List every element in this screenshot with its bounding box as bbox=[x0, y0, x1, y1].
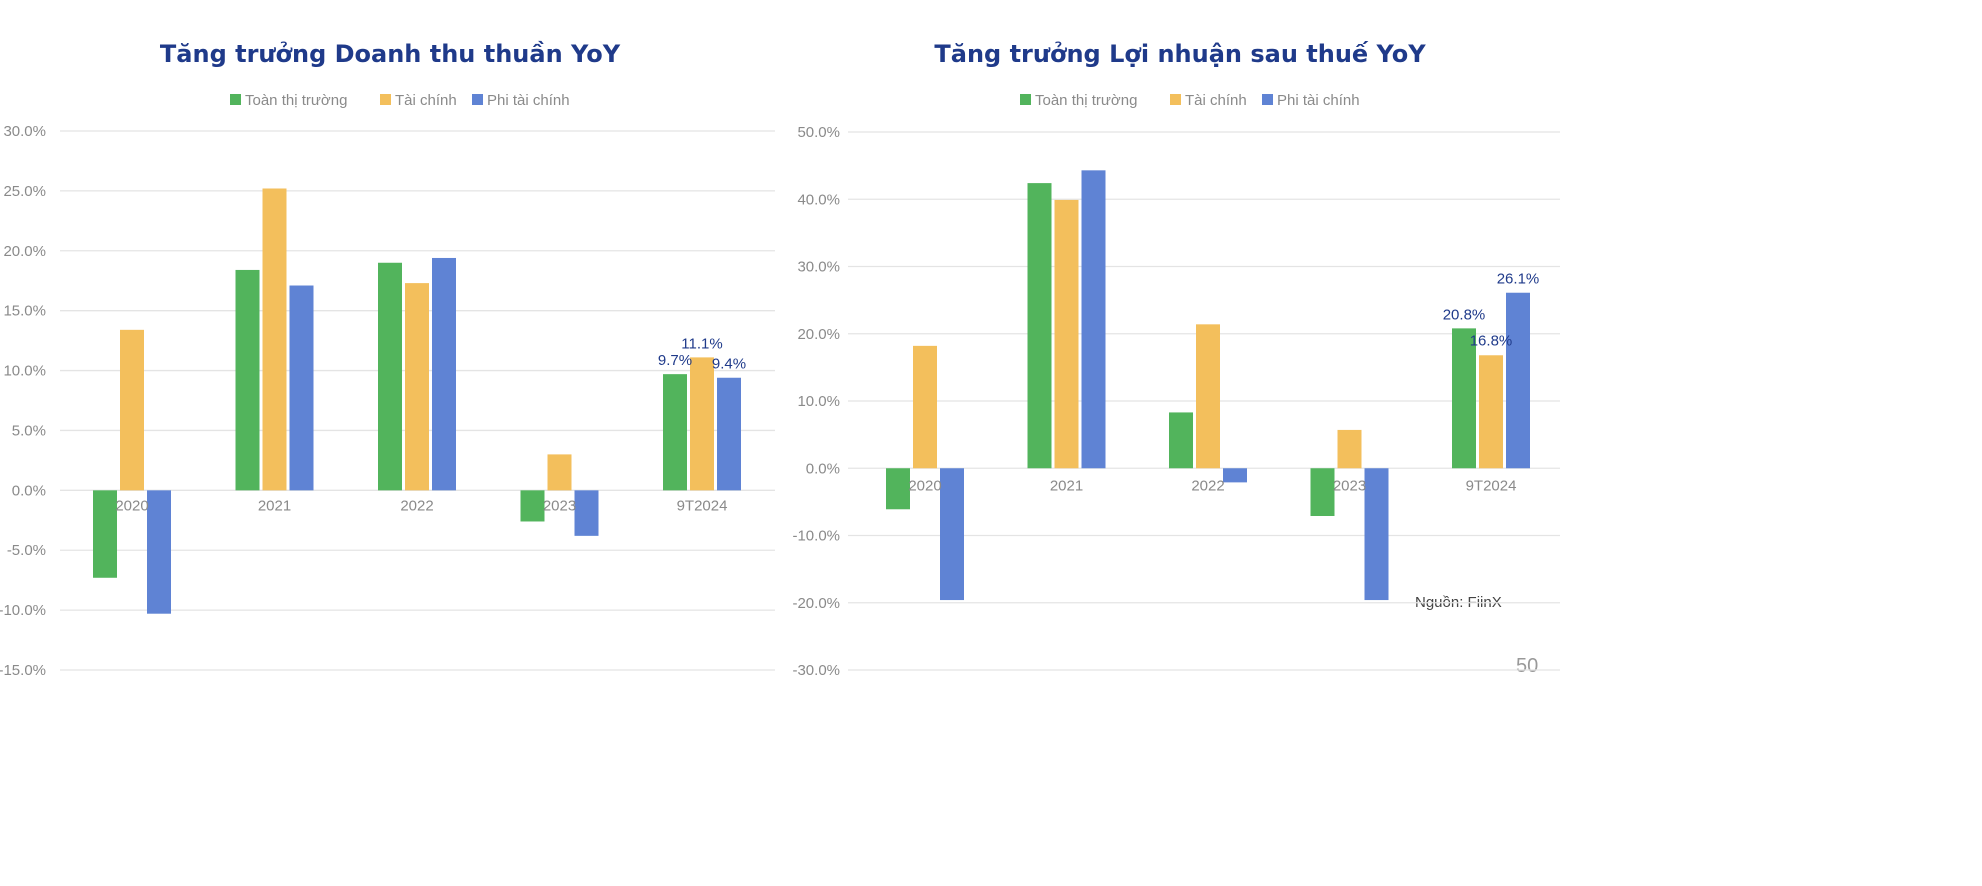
data-label: 9.4% bbox=[712, 356, 746, 373]
x-category-label: 2021 bbox=[258, 497, 291, 514]
bar bbox=[262, 188, 287, 491]
data-label: 20.8% bbox=[1443, 306, 1486, 323]
chart-title: Tăng trưởng Doanh thu thuần YoY bbox=[160, 40, 621, 68]
bar bbox=[1479, 355, 1503, 469]
y-tick-label: 20.0% bbox=[797, 326, 840, 343]
bar bbox=[1452, 328, 1476, 469]
legend-label: Phi tài chính bbox=[1277, 92, 1360, 109]
y-tick-label: -10.0% bbox=[792, 528, 840, 545]
bar bbox=[1506, 292, 1530, 469]
bar bbox=[120, 329, 144, 491]
legend-swatch bbox=[472, 94, 483, 105]
bar bbox=[1337, 429, 1362, 469]
data-label: 26.1% bbox=[1497, 271, 1540, 288]
legend-swatch bbox=[230, 94, 241, 105]
y-tick-label: 25.0% bbox=[3, 183, 46, 200]
data-label: 9.7% bbox=[658, 352, 692, 369]
legend-label: Phi tài chính bbox=[487, 92, 570, 109]
y-tick-label: 0.0% bbox=[806, 460, 840, 477]
bar bbox=[289, 285, 314, 491]
y-tick-label: 15.0% bbox=[3, 303, 46, 320]
x-category-label: 2020 bbox=[115, 497, 148, 514]
y-tick-label: -15.0% bbox=[0, 662, 46, 679]
chart-title: Tăng trưởng Lợi nhuận sau thuế YoY bbox=[934, 40, 1426, 68]
x-category-label: 2022 bbox=[400, 497, 433, 514]
bar bbox=[886, 468, 910, 510]
bar bbox=[574, 490, 599, 536]
bar bbox=[378, 262, 402, 491]
x-category-label: 2021 bbox=[1050, 477, 1083, 494]
legend-swatch bbox=[1262, 94, 1273, 105]
y-tick-label: 50.0% bbox=[797, 124, 840, 141]
data-label: 16.8% bbox=[1470, 332, 1513, 349]
bar bbox=[405, 283, 429, 491]
legend-label: Tài chính bbox=[1185, 92, 1247, 109]
y-tick-label: 30.0% bbox=[797, 259, 840, 276]
x-category-label: 2023 bbox=[543, 497, 576, 514]
legend-label: Tài chính bbox=[395, 92, 457, 109]
y-tick-label: 5.0% bbox=[12, 422, 46, 439]
bar bbox=[93, 490, 117, 578]
bar bbox=[940, 468, 964, 601]
bar bbox=[432, 257, 456, 491]
bar bbox=[1081, 170, 1106, 469]
y-tick-label: 0.0% bbox=[12, 482, 46, 499]
bar bbox=[1364, 468, 1389, 601]
y-tick-label: 30.0% bbox=[3, 123, 46, 140]
data-label: 11.1% bbox=[681, 335, 722, 352]
bar bbox=[547, 454, 572, 491]
page-number: 50 bbox=[1516, 655, 1538, 677]
y-tick-label: -10.0% bbox=[0, 602, 46, 619]
bar bbox=[1169, 412, 1193, 469]
x-category-label: 2022 bbox=[1191, 477, 1224, 494]
y-tick-label: -20.0% bbox=[792, 595, 840, 612]
bar bbox=[913, 345, 937, 469]
x-category-label: 2023 bbox=[1333, 477, 1366, 494]
legend-label: Toàn thị trường bbox=[1035, 92, 1137, 109]
legend-label: Toàn thị trường bbox=[245, 92, 347, 109]
bar bbox=[717, 377, 741, 491]
x-category-label: 2020 bbox=[908, 477, 941, 494]
bar bbox=[1310, 468, 1335, 516]
bar bbox=[690, 357, 714, 491]
bar bbox=[235, 269, 260, 491]
legend-swatch bbox=[1170, 94, 1181, 105]
y-tick-label: 10.0% bbox=[3, 363, 46, 380]
y-tick-label: -30.0% bbox=[792, 662, 840, 679]
bar bbox=[520, 490, 545, 522]
x-category-label: 9T2024 bbox=[1466, 477, 1517, 494]
bar bbox=[1223, 468, 1247, 483]
x-category-label: 9T2024 bbox=[677, 497, 728, 514]
legend-swatch bbox=[1020, 94, 1031, 105]
y-tick-label: 20.0% bbox=[3, 243, 46, 260]
bar bbox=[1196, 324, 1220, 469]
bar bbox=[147, 490, 171, 614]
y-tick-label: 10.0% bbox=[797, 393, 840, 410]
bar bbox=[1027, 183, 1052, 469]
legend-swatch bbox=[380, 94, 391, 105]
bar bbox=[663, 374, 687, 491]
y-tick-label: -5.0% bbox=[7, 542, 46, 559]
y-tick-label: 40.0% bbox=[797, 191, 840, 208]
bar bbox=[1054, 199, 1079, 469]
